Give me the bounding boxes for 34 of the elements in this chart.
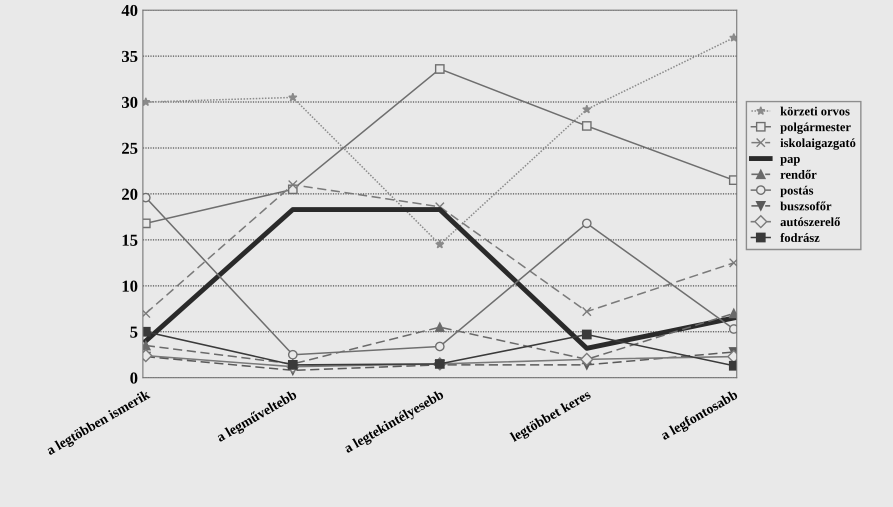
y-tick-label: 20 bbox=[122, 188, 138, 200]
y-tick-label: 40 bbox=[122, 4, 138, 16]
legend-label: polgármester bbox=[780, 122, 851, 134]
point bbox=[434, 342, 445, 352]
point bbox=[729, 32, 737, 42]
legend-label: postás bbox=[780, 186, 814, 198]
point bbox=[582, 104, 592, 114]
y-tick-label: 25 bbox=[122, 142, 138, 154]
point bbox=[582, 121, 592, 131]
point bbox=[582, 306, 592, 316]
point bbox=[582, 330, 592, 340]
y-tick-label: 15 bbox=[122, 234, 138, 246]
y-tick-label: 35 bbox=[122, 50, 138, 62]
point bbox=[142, 97, 150, 106]
legend-label: autószerelő bbox=[780, 217, 840, 226]
point bbox=[142, 340, 151, 350]
legend-label: fodrász bbox=[780, 233, 820, 242]
point bbox=[288, 350, 298, 360]
point bbox=[435, 240, 444, 249]
legend-label: rendőr bbox=[780, 170, 816, 179]
legend-label: körzeti orvos bbox=[780, 106, 850, 116]
y-tick-label: 0 bbox=[130, 372, 138, 384]
legend-label: buszsofőr bbox=[780, 201, 832, 210]
y-tick-label: 5 bbox=[130, 326, 138, 338]
y-tick-label: 10 bbox=[122, 280, 138, 292]
point bbox=[582, 218, 592, 228]
point bbox=[434, 322, 445, 332]
legend-label: iskolaigazgató bbox=[780, 138, 856, 150]
legend-label: pap bbox=[780, 157, 800, 166]
point bbox=[288, 180, 298, 190]
point bbox=[434, 64, 445, 74]
point bbox=[288, 92, 298, 102]
point bbox=[728, 308, 737, 318]
y-tick-label: 30 bbox=[122, 96, 138, 108]
